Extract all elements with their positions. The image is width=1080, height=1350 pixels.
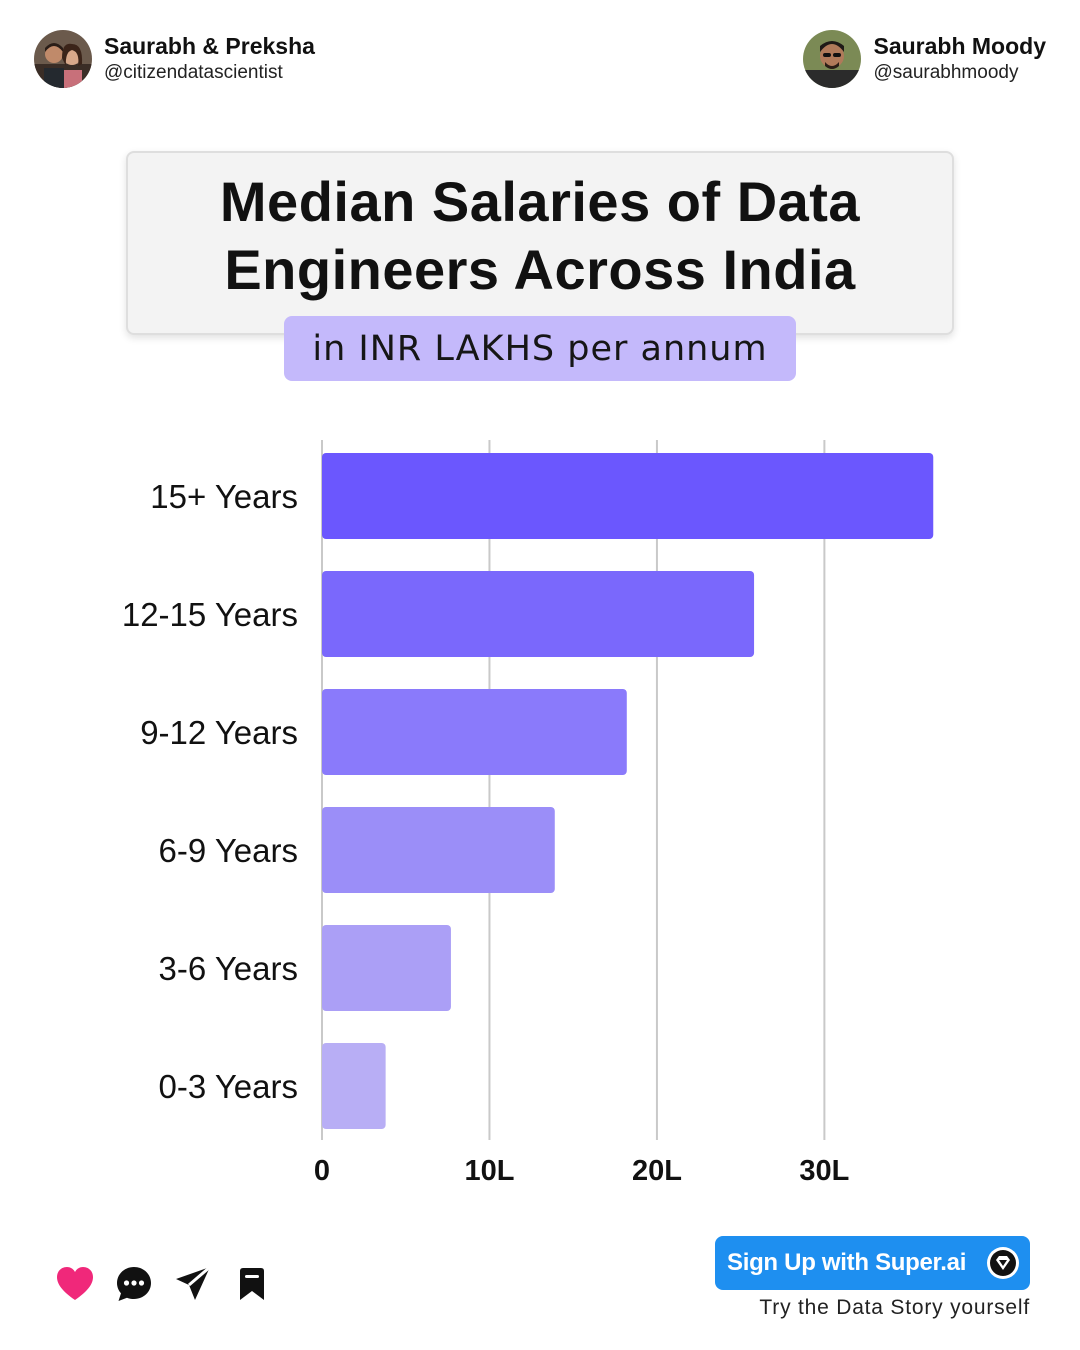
category-label: 0-3 Years: [159, 1068, 298, 1105]
bar[interactable]: [322, 453, 934, 539]
author-left-name: Saurabh & Preksha: [104, 33, 315, 60]
comment-button[interactable]: [114, 1264, 154, 1304]
category-label: 6-9 Years: [159, 832, 298, 869]
category-label: 9-12 Years: [140, 714, 298, 751]
bar[interactable]: [322, 689, 627, 775]
author-left: Saurabh & Preksha @citizendatascientist: [34, 30, 315, 88]
chart-title: Median Salaries of Data Engineers Across…: [219, 170, 861, 301]
heart-icon: [57, 1267, 93, 1300]
category-label: 12-15 Years: [122, 596, 298, 633]
category-label: 15+ Years: [150, 478, 298, 515]
author-left-handle[interactable]: @citizendatascientist: [104, 61, 283, 83]
bar[interactable]: [322, 925, 451, 1011]
send-icon: [176, 1265, 211, 1300]
bar[interactable]: [322, 807, 555, 893]
chart-subtitle: in INR LAKHS per annum: [312, 328, 768, 369]
bar[interactable]: [322, 1043, 386, 1129]
subtitle-pill: in INR LAKHS per annum: [284, 316, 796, 381]
x-tick-label: 0: [314, 1155, 330, 1187]
tick-label-layer: 0 10L 20L 30L: [314, 1155, 849, 1187]
signup-button-label: Sign Up with Super.ai: [727, 1249, 967, 1276]
avatar-left[interactable]: [34, 30, 92, 88]
x-tick-label: 20L: [632, 1155, 682, 1187]
author-right-name: Saurabh Moody: [873, 33, 1046, 60]
x-tick-label: 10L: [464, 1155, 514, 1187]
action-bar: [55, 1264, 291, 1304]
cta-caption: Try the Data Story yourself: [759, 1296, 1030, 1319]
bookmark-icon: [240, 1268, 264, 1300]
grid-layer: [321, 440, 826, 1140]
save-button[interactable]: [232, 1264, 272, 1304]
title-card: Median Salaries of Data Engineers Across…: [126, 151, 954, 335]
avatar-right[interactable]: [803, 30, 862, 88]
comment-icon: [117, 1267, 151, 1301]
super-ai-logo-icon: [987, 1247, 1019, 1279]
author-right: Saurabh Moody @saurabhmoody: [803, 30, 1046, 88]
category-label: 3-6 Years: [159, 950, 298, 987]
x-tick-label: 30L: [799, 1155, 849, 1187]
bar[interactable]: [322, 571, 755, 657]
category-label-layer: 15+ Years 12-15 Years 9-12 Years 6-9 Years 3…: [122, 478, 298, 1105]
signup-button[interactable]: Sign Up with Super.ai: [715, 1236, 1030, 1290]
like-button[interactable]: [55, 1264, 95, 1304]
salary-bar-chart: 15+ Years 12-15 Years 9-12 Years 6-9 Years 3…: [122, 440, 934, 1187]
author-right-handle[interactable]: @saurabhmoody: [873, 61, 1019, 83]
share-button[interactable]: [173, 1264, 213, 1304]
bar-layer: [322, 453, 934, 1129]
